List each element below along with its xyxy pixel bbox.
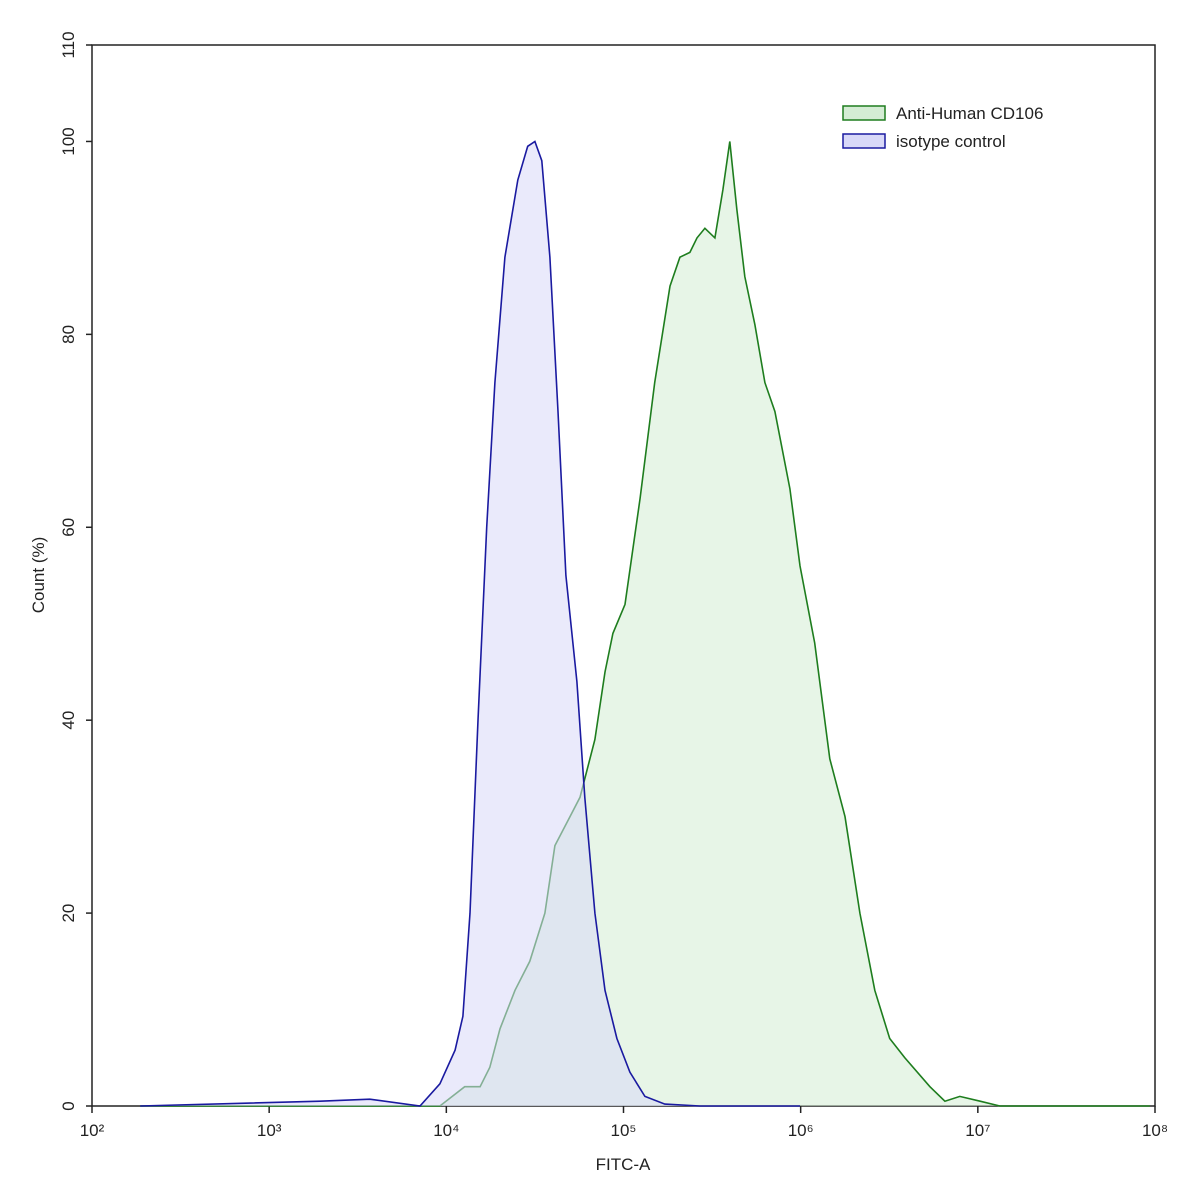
legend-label: Anti-Human CD106 (896, 104, 1043, 123)
y-axis-label: Count (%) (29, 537, 48, 614)
x-tick-label: 10⁸ (1142, 1121, 1168, 1140)
area-line (140, 140, 800, 1107)
y-tick-label: 0 (59, 1101, 78, 1110)
x-tick-label: 10⁷ (965, 1121, 990, 1140)
legend-swatch (842, 105, 886, 121)
y-tick-label: 40 (59, 711, 78, 730)
y-tick-label: 60 (59, 518, 78, 537)
x-axis-label: FITC-A (596, 1155, 651, 1174)
y-tick-label: 110 (59, 31, 78, 58)
y-tick-label: 100 (59, 127, 78, 155)
x-tick-label: 10² (80, 1121, 105, 1140)
y-tick-label: 80 (59, 325, 78, 344)
x-tick-label: 10⁶ (788, 1121, 814, 1140)
x-tick-label: 10³ (257, 1121, 282, 1140)
x-tick-label: 10⁵ (611, 1121, 637, 1140)
y-tick-label: 20 (59, 904, 78, 923)
area-fill (140, 141, 1150, 1106)
x-tick-label: 10⁴ (433, 1121, 459, 1140)
legend-swatch (842, 133, 886, 149)
legend-label: isotype control (896, 132, 1006, 151)
